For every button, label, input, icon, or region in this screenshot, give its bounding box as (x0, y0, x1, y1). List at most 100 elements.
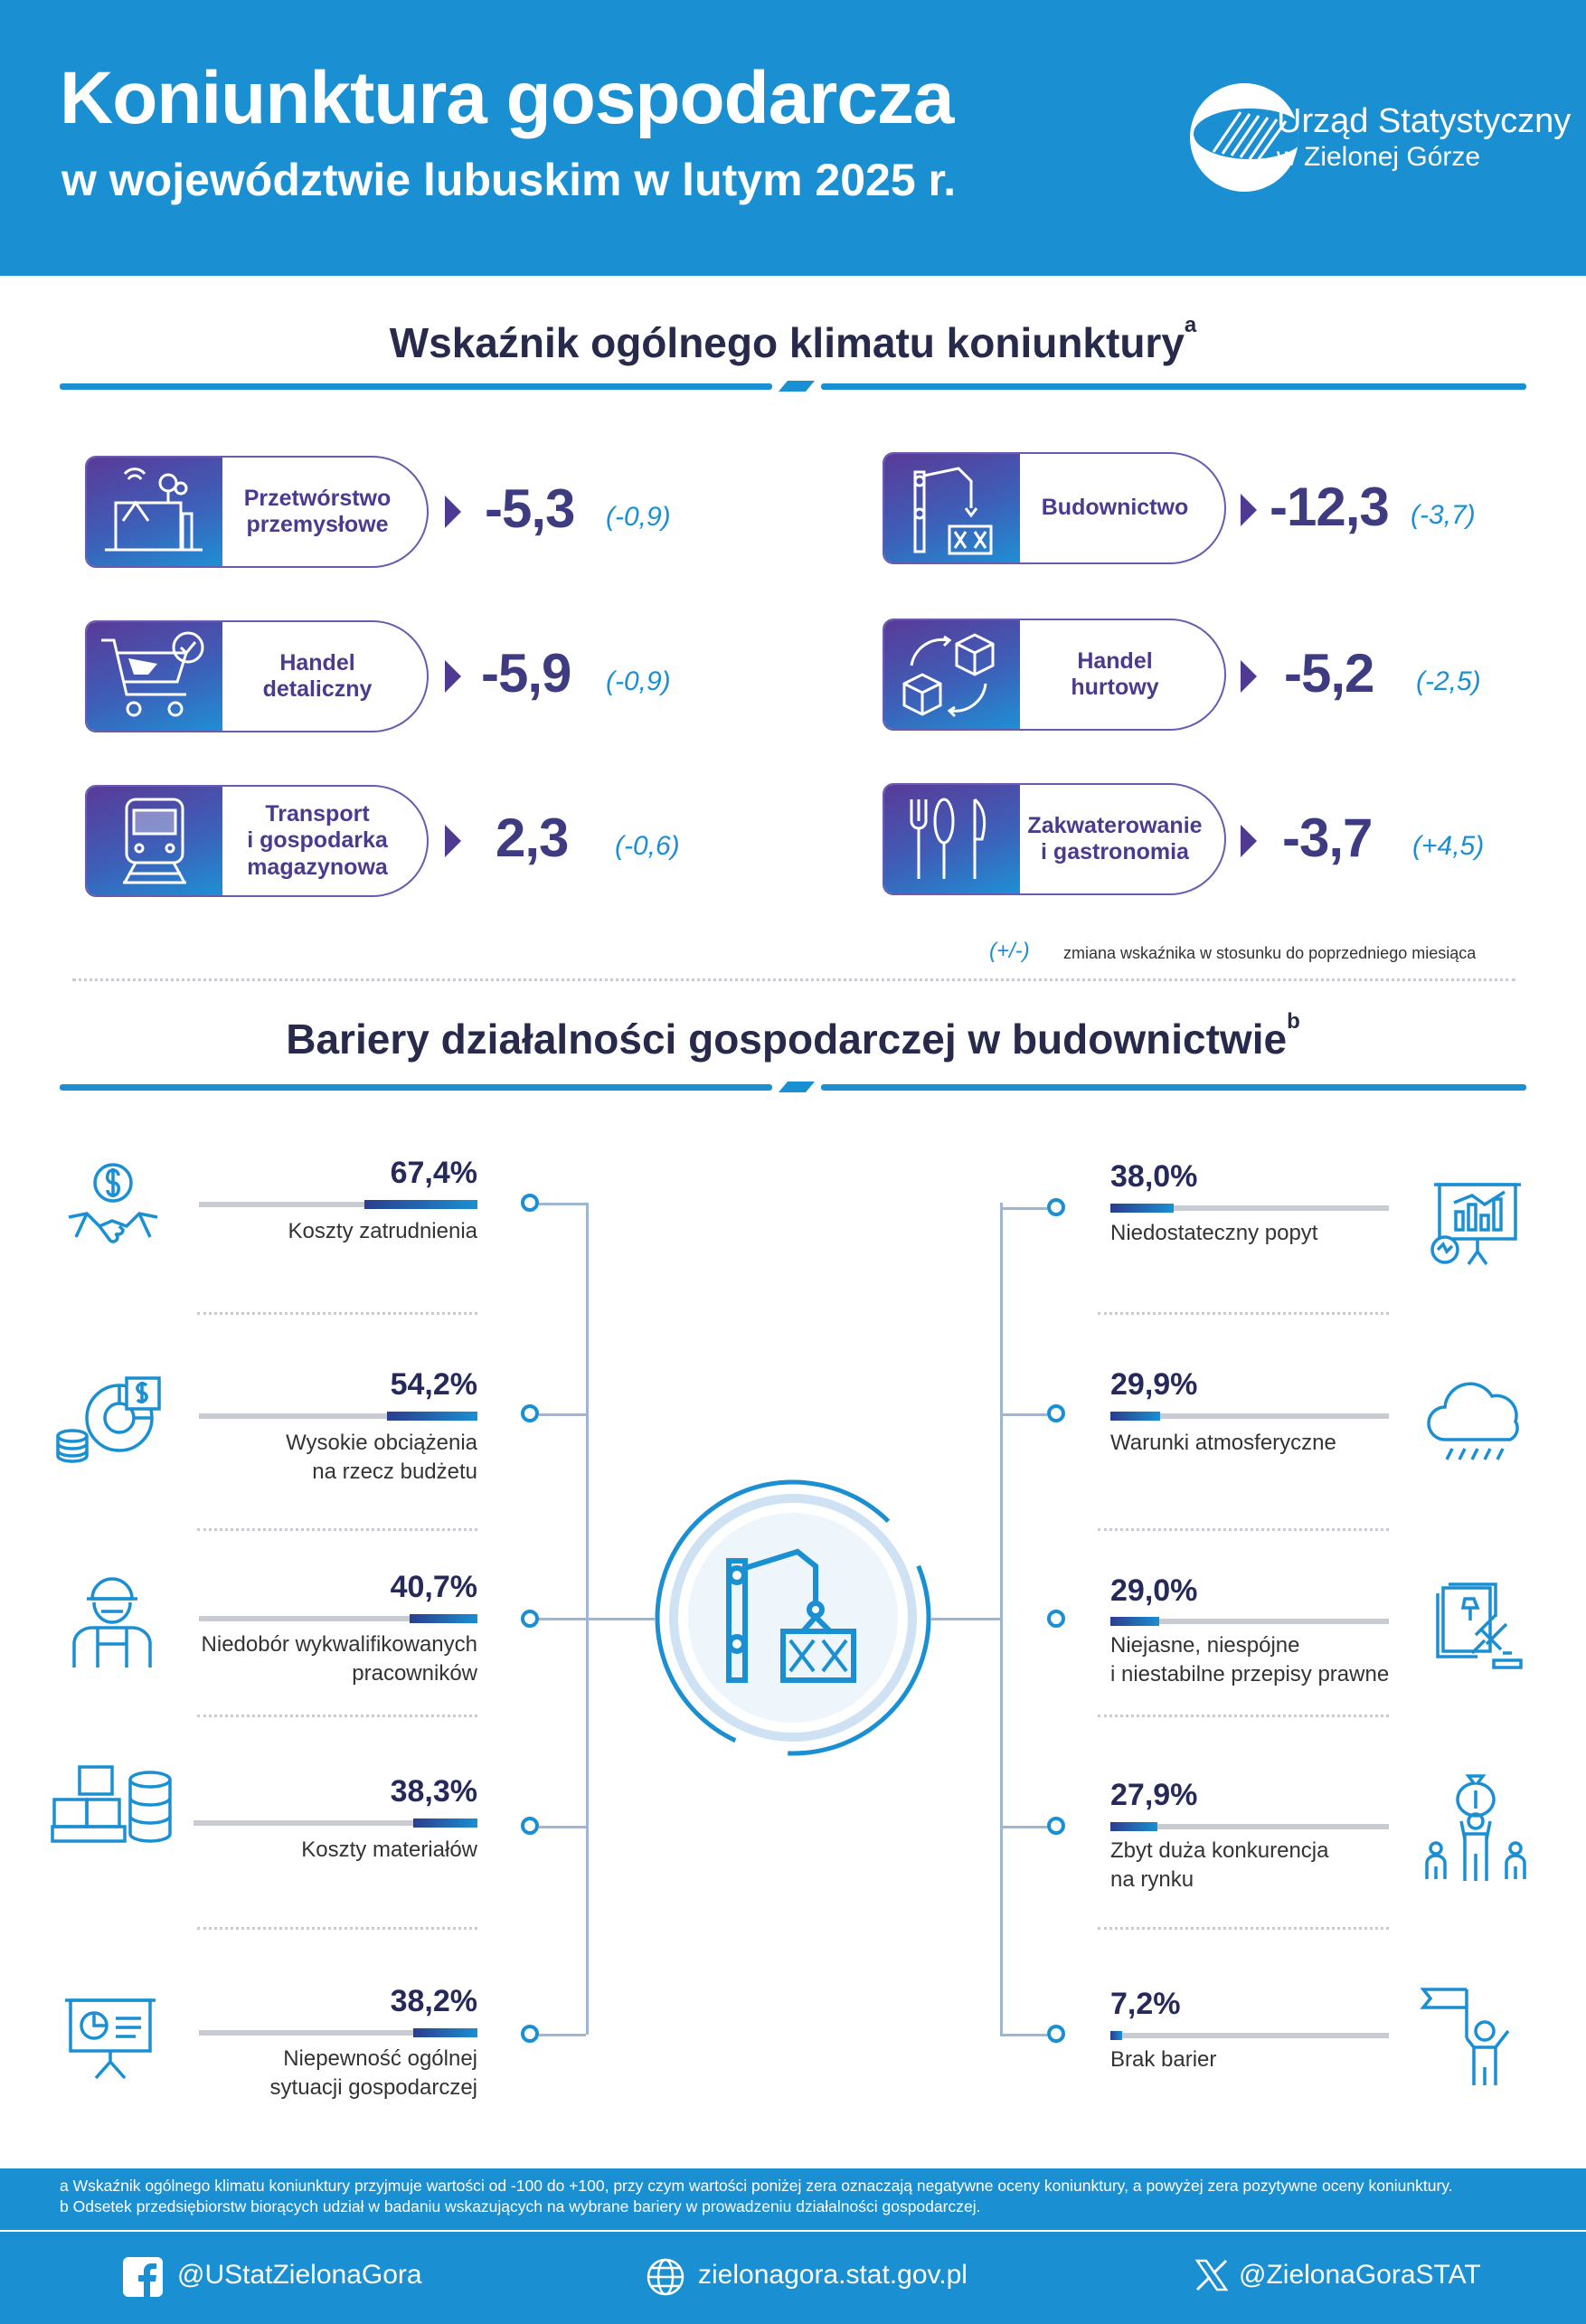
dotted-separator (1098, 1528, 1389, 1531)
indicator-value: -3,7 (1282, 808, 1373, 868)
barrier-label: Koszty zatrudnienia (288, 1219, 477, 1243)
footnote-a: a Wskaźnik ogólnego klimatu koniunktury … (60, 2177, 1453, 2195)
barrier-label: Niedobór wykwalifikowanych pracowników (201, 1632, 477, 1686)
shopping-cart-icon (101, 631, 204, 717)
indicator-change: (-2,5) (1416, 666, 1481, 696)
sector-icon-box (87, 787, 222, 895)
dotted-separator (197, 1528, 477, 1531)
page-title: Koniunktura gospodarcza (60, 57, 954, 139)
barrier-bar-fill (1110, 1204, 1175, 1213)
indicator-value: -5,9 (481, 643, 571, 704)
twitter-link[interactable]: @ZielonaGoraSTAT (1239, 2260, 1481, 2290)
barrier-bar-track (199, 1202, 477, 1207)
sector-icon-box (884, 454, 1020, 562)
sector-icon-box (884, 785, 1020, 893)
competition-icon (1425, 1774, 1526, 1881)
dotted-separator (197, 1927, 477, 1930)
handshake-money-icon (68, 1163, 158, 1243)
barrier-bar-track (199, 2030, 477, 2036)
barrier-label: Warunki atmosferyczne (1110, 1431, 1336, 1455)
barrier-percent: 27,9% (1110, 1778, 1198, 1812)
connector-node (521, 2025, 539, 2043)
barrier-label: Brak barier (1110, 2047, 1217, 2072)
barrier-bar-track (1110, 1413, 1389, 1419)
barrier-bar-fill (413, 2028, 477, 2037)
facebook-link[interactable]: @UStatZielonaGora (177, 2260, 422, 2290)
barrier-bar-track (1110, 1619, 1389, 1624)
dotted-separator (197, 1312, 477, 1315)
connector-line (539, 1203, 586, 1205)
barrier-bar-track (1110, 1824, 1389, 1829)
dotted-separator (72, 978, 1515, 981)
logo-text-line2: w Zielonej Górze (1277, 142, 1481, 172)
sector-icon-box (87, 458, 222, 566)
legend-symbol: (+/-) (989, 939, 1030, 963)
indicator-change: (-3,7) (1411, 500, 1476, 530)
logo-text-line1: Urząd Statystyczny (1277, 102, 1572, 140)
indicator-change: (-0,6) (615, 831, 680, 861)
connector-line (539, 2034, 586, 2036)
dotted-separator (197, 1715, 477, 1717)
barrier-percent: 7,2% (1110, 1987, 1181, 2021)
train-icon (123, 798, 186, 884)
barrier-label: Niedostateczny popyt (1110, 1221, 1318, 1245)
connector-node (1047, 1198, 1065, 1216)
card-label: Handel hurtowy (1071, 647, 1159, 701)
barrier-bar-fill (413, 1819, 477, 1828)
barrier-bar-track (199, 1616, 477, 1621)
section2-title: Bariery działalności gospodarczej w budo… (0, 1009, 1586, 1063)
x-twitter-icon[interactable] (1194, 2257, 1230, 2293)
connector-line (1000, 2034, 1047, 2036)
footer-rule (0, 2230, 1586, 2232)
barrier-percent: 38,3% (390, 1774, 477, 1809)
legend-text: zmiana wskaźnika w stosunku do poprzedni… (1063, 944, 1477, 962)
arrow-marker-icon (445, 660, 461, 693)
sector-icon-box (87, 622, 222, 731)
card-label: Handel detaliczny (262, 649, 373, 703)
arrow-marker-icon (1241, 660, 1257, 693)
barrier-percent: 29,0% (1110, 1573, 1198, 1608)
barrier-label: Niepewność ogólnej sytuacji gospodarczej (269, 2046, 477, 2100)
section1-title: Wskaźnik ogólnego klimatu koniunkturya (0, 313, 1586, 367)
flag-person-icon (1420, 1988, 1510, 2085)
indicator-value: 2,3 (496, 808, 569, 868)
barrier-bar-track (199, 1413, 477, 1419)
connector-node (1047, 1817, 1065, 1835)
connector-node (521, 1194, 539, 1212)
worker-icon (72, 1577, 152, 1667)
arrow-marker-icon (1241, 494, 1257, 526)
indicator-value: -5,2 (1284, 643, 1374, 704)
indicator-change: (-0,9) (606, 666, 671, 696)
connector-line (535, 1618, 655, 1620)
connector-node (521, 1817, 539, 1835)
connector-line (539, 1413, 586, 1416)
connector-line (1000, 1826, 1047, 1828)
connector-node (521, 1610, 539, 1628)
barrier-label: Niejasne, niespójne i niestabilne przepi… (1110, 1633, 1390, 1686)
indicator-value: -5,3 (485, 478, 575, 539)
website-link[interactable]: zielonagora.stat.gov.pl (698, 2260, 968, 2290)
connector-line (1000, 1413, 1047, 1416)
central-crane-icon (655, 1479, 931, 1756)
barrier-bar-fill (386, 1412, 477, 1421)
arrow-marker-icon (445, 496, 461, 528)
budget-chart-icon (56, 1376, 161, 1463)
connector-line (931, 1618, 1000, 1620)
dotted-separator (1098, 1715, 1389, 1717)
connector-node (1047, 1610, 1065, 1628)
card-label: Zakwaterowanie i gastronomia (1027, 812, 1203, 865)
indicator-value: -12,3 (1270, 477, 1390, 537)
barrier-bar-fill (1110, 2031, 1123, 2040)
materials-icon (51, 1765, 172, 1843)
section1-divider (60, 381, 1526, 392)
section2-title-text: Bariery działalności gospodarczej w budo… (286, 1016, 1288, 1063)
barrier-label: Zbyt duża konkurencja na rynku (1110, 1838, 1329, 1892)
factory-icon (105, 468, 203, 552)
law-gavel-icon (1436, 1582, 1523, 1669)
facebook-icon[interactable] (123, 2257, 163, 2297)
connector-node (1047, 1404, 1065, 1422)
dotted-separator (1098, 1927, 1389, 1930)
barrier-percent: 38,2% (390, 1984, 477, 2018)
barrier-percent: 40,7% (390, 1570, 477, 1604)
demand-chart-icon (1430, 1183, 1521, 1266)
